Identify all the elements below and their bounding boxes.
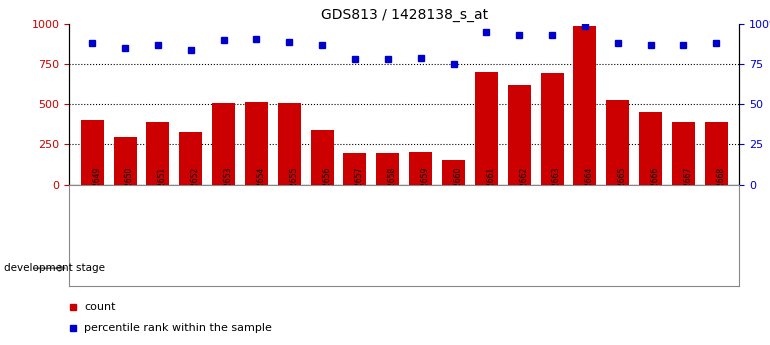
Text: GSM22652: GSM22652 [191,167,199,208]
Bar [437,185,470,248]
Bar [503,185,536,248]
Bar [568,185,601,248]
Title: GDS813 / 1428138_s_at: GDS813 / 1428138_s_at [320,8,488,22]
Bar [541,73,564,185]
Text: GSM22657: GSM22657 [355,167,364,208]
Text: GSM22661: GSM22661 [487,167,495,208]
Bar [377,153,400,185]
Bar [339,252,470,285]
Bar [114,137,136,185]
Text: GSM22651: GSM22651 [158,167,167,208]
Text: GSM22656: GSM22656 [322,167,331,208]
Bar [240,185,273,248]
Text: oocyte: oocyte [122,263,160,273]
Bar [574,26,596,185]
Bar [76,185,109,248]
Bar [310,130,333,185]
Bar [213,103,235,185]
Bar [174,185,207,248]
Bar [179,132,203,185]
Text: count: count [85,302,116,312]
Bar [207,185,240,248]
Text: blastocyst: blastocyst [638,263,695,273]
Bar [343,153,367,185]
Text: percentile rank within the sample: percentile rank within the sample [85,323,273,333]
Text: GSM22665: GSM22665 [618,167,627,208]
Text: GSM22666: GSM22666 [651,167,660,208]
Bar [639,111,662,185]
Bar [536,185,568,248]
Bar [634,185,667,248]
Bar [207,252,339,285]
Bar [507,85,531,185]
Text: GSM22650: GSM22650 [125,167,134,208]
Bar [142,185,174,248]
Text: GSM22667: GSM22667 [684,167,692,208]
Text: GSM22658: GSM22658 [388,167,397,208]
Text: GSM22663: GSM22663 [552,167,561,208]
Text: GSM22653: GSM22653 [223,167,233,208]
Bar [371,185,404,248]
Bar [601,252,732,285]
Bar [700,185,732,248]
Bar [339,185,371,248]
Text: GSM22660: GSM22660 [454,167,463,208]
Bar [404,185,437,248]
Bar [278,103,301,185]
Bar [667,185,700,248]
Text: GSM22659: GSM22659 [420,167,430,208]
Bar [705,122,728,185]
Bar [409,152,432,185]
Text: GSM22664: GSM22664 [585,167,594,208]
Bar [442,160,465,185]
Bar [606,100,629,185]
Text: 2-cell: 2-cell [389,263,420,273]
Bar [475,72,498,185]
Text: GSM22662: GSM22662 [519,167,528,208]
Bar [470,252,601,285]
Text: GSM22655: GSM22655 [290,167,298,208]
Text: GSM22668: GSM22668 [716,167,725,208]
Text: GSM22649: GSM22649 [92,167,102,208]
Text: 8-cell: 8-cell [521,263,551,273]
Bar [306,185,339,248]
Bar [146,122,169,185]
Bar [273,185,306,248]
Bar [672,122,695,185]
Bar [470,185,503,248]
Bar [245,102,268,185]
Bar [109,185,142,248]
Bar [76,252,207,285]
Text: development stage: development stage [4,263,105,273]
Bar [601,185,634,248]
Bar [81,120,104,185]
Text: GSM22654: GSM22654 [256,167,266,208]
Text: 1-cell: 1-cell [258,263,288,273]
